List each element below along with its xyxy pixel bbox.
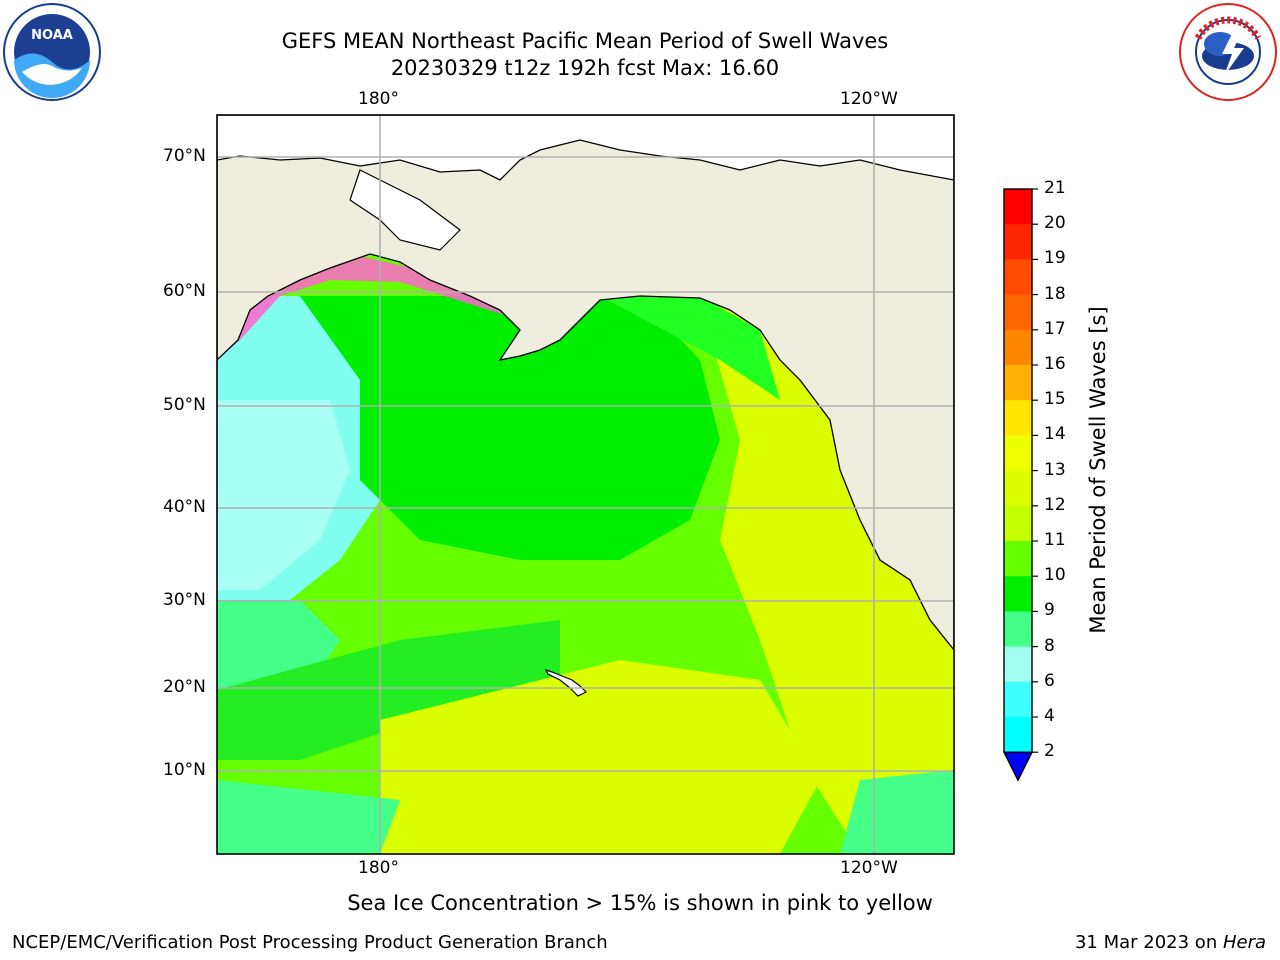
colorbar-tick-label: 20: [1044, 213, 1066, 234]
lat-label-70: 70°N: [163, 146, 206, 166]
noaa-logo-text: NOAA: [31, 28, 73, 43]
colorbar-tick-label: 18: [1044, 283, 1066, 304]
lon-label-top-180: 180°: [358, 89, 399, 109]
nws-logo: [1179, 3, 1277, 101]
footer-right: 31 Mar 2023 on Hera: [1075, 932, 1266, 953]
sea-ice-edge: [217, 256, 560, 360]
colorbar-segment: [1004, 365, 1032, 401]
colorbar-segment: [1004, 576, 1032, 612]
colorbar-tick-label: 17: [1044, 318, 1066, 339]
lat-label-50: 50°N: [163, 395, 206, 415]
colorbar-segment: [1004, 294, 1032, 331]
swell-band-yellow-mid: [380, 660, 820, 854]
colorbar-segment: [1004, 329, 1032, 366]
colorbar-segment: [1004, 717, 1032, 753]
colorbar-tick-label: 14: [1044, 424, 1066, 445]
colorbar-tick-label: 11: [1044, 530, 1066, 550]
colorbar-segment: [1004, 681, 1032, 718]
lat-label-10: 10°N: [163, 760, 206, 780]
colorbar-tick-label: 4: [1044, 706, 1055, 726]
colorbar-extend-triangle: [1002, 751, 1034, 782]
colorbar-tick-label: 9: [1044, 600, 1055, 621]
lat-label-40: 40°N: [163, 497, 206, 517]
colorbar-segment: [1004, 224, 1032, 260]
swell-band-green2: [217, 620, 560, 760]
colorbar-segment: [1004, 259, 1032, 296]
colorbar-segment: [1004, 470, 1032, 507]
colorbar-segment: [1004, 435, 1032, 472]
noaa-logo: NOAA: [3, 3, 101, 101]
footer-host: Hera: [1222, 932, 1266, 953]
swell-band-green: [300, 296, 720, 560]
lat-label-20: 20°N: [163, 677, 206, 697]
colorbar-tick-label: 2: [1044, 741, 1055, 762]
lon-label-top-120w: 120°W: [840, 89, 898, 109]
colorbar-segment: [1004, 400, 1032, 436]
colorbar-tick-label: 19: [1044, 248, 1066, 269]
swell-band-south: [217, 780, 400, 854]
colorbar-segment: [1004, 646, 1032, 683]
chart-subtitle: 20230329 t12z 192h fcst Max: 16.60: [390, 56, 780, 80]
colorbar-tick-label: 16: [1044, 354, 1066, 374]
map-frame: [216, 114, 955, 855]
colorbar-tick-label: 21: [1044, 178, 1066, 198]
bering-strait-water: [349, 169, 461, 251]
swell-band-gulf: [600, 296, 780, 400]
colorbar-tick-label: 8: [1044, 635, 1055, 656]
footer-left: NCEP/EMC/Verification Post Processing Pr…: [12, 932, 608, 953]
arctic-ocean: [217, 115, 954, 181]
lon-label-bottom-180: 180°: [358, 858, 399, 878]
colorbar-tick-label: 10: [1044, 565, 1066, 586]
swell-band-lightcyan: [217, 400, 350, 590]
lat-label-60: 60°N: [163, 281, 206, 301]
land-alaska-canada: [217, 115, 954, 652]
map-gridlines: [217, 115, 954, 854]
lon-label-bottom-120w: 120°W: [840, 858, 898, 878]
lat-label-30: 30°N: [163, 590, 206, 610]
sea-ice-note: Sea Ice Concentration > 15% is shown in …: [0, 891, 1280, 915]
colorbar-segment: [1004, 541, 1032, 577]
colorbar-segment: [1004, 611, 1032, 648]
hawaii-islands: [544, 668, 588, 697]
colorbar-tick-label: 6: [1044, 670, 1055, 691]
sea-ice-note-text: Sea Ice Concentration > 15% is shown in …: [347, 891, 933, 915]
colorbar-label: Mean Period of Swell Waves [s]: [1086, 306, 1110, 634]
chart-title: GEFS MEAN Northeast Pacific Mean Period …: [281, 29, 889, 53]
colorbar-segment: [1004, 189, 1032, 225]
footer-date: 31 Mar 2023 on: [1074, 932, 1223, 953]
colorbar-tick-label: 13: [1044, 459, 1066, 480]
swell-band-southeast: [840, 770, 954, 854]
colorbar-segment: [1004, 505, 1032, 542]
colorbar-tick-label: 15: [1044, 389, 1066, 410]
colorbar-tick-label: 12: [1044, 494, 1066, 515]
